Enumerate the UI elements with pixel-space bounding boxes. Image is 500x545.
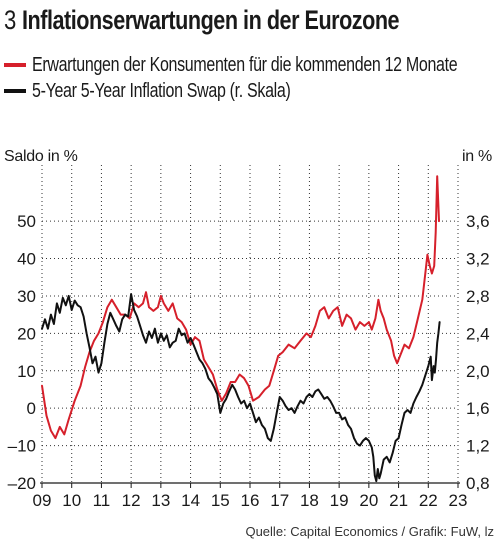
series-line-inflation-swap (41, 293, 441, 483)
y-left-tick-label: 50 (17, 212, 36, 231)
x-tick-label: 11 (93, 491, 111, 510)
y-right-tick-label: 2,8 (466, 287, 490, 306)
y-right-tick-label: 2,0 (466, 362, 490, 381)
chart-header: 3 Inflationserwartungen in der Eurozone (4, 5, 493, 39)
legend-swatch-red (4, 63, 26, 67)
legend: Erwartungen der Konsumenten für die komm… (4, 52, 500, 104)
y-left-tick-label: 10 (17, 362, 36, 381)
x-tick-label: 23 (449, 491, 468, 510)
x-tick-label: 12 (122, 491, 141, 510)
x-tick-label: 13 (151, 491, 170, 510)
legend-label: Erwartungen der Konsumenten für die komm… (32, 53, 458, 76)
legend-item-inflation-swap: 5-Year 5-Year Inflation Swap (r. Skala) (4, 78, 500, 104)
y-left-tick-label: –10 (8, 437, 36, 456)
x-tick-label: 22 (419, 491, 438, 510)
x-tick-label: 20 (359, 491, 378, 510)
y-right-tick-label: 0,8 (466, 474, 490, 493)
x-tick-label: 14 (181, 491, 200, 510)
series-line-consumer-expectations (41, 175, 440, 440)
y-left-tick-label: 20 (17, 324, 36, 343)
legend-label: 5-Year 5-Year Inflation Swap (r. Skala) (32, 79, 291, 102)
y-left-tick-label: 0 (27, 399, 36, 418)
left-axis-label: Saldo in % (4, 148, 78, 165)
x-tick-label: 19 (330, 491, 349, 510)
figure-number: 3 (4, 5, 16, 35)
y-right-tick-label: 3,6 (466, 212, 490, 231)
x-tick-label: 15 (211, 491, 230, 510)
y-left-tick-label: 40 (17, 250, 36, 269)
chart-title: Inflationserwartungen in der Eurozone (22, 5, 400, 35)
y-left-tick-label: 30 (17, 287, 36, 306)
x-tick-label: 17 (270, 491, 289, 510)
y-right-tick-label: 1,2 (466, 437, 490, 456)
x-tick-label: 21 (389, 491, 408, 510)
source-note: Quelle: Capital Economics / Grafik: FuW,… (245, 524, 494, 539)
y-left-tick-label: –20 (8, 474, 36, 493)
legend-swatch-black (4, 89, 26, 93)
x-tick-label: 10 (62, 491, 81, 510)
legend-item-consumer-expectations: Erwartungen der Konsumenten für die komm… (4, 52, 500, 78)
x-tick-label: 18 (300, 491, 319, 510)
x-tick-label: 16 (241, 491, 260, 510)
right-axis-label: in % (462, 148, 492, 165)
y-right-tick-label: 2,4 (466, 324, 490, 343)
y-right-tick-label: 3,2 (466, 250, 490, 269)
y-right-tick-label: 1,6 (466, 399, 490, 418)
x-tick-label: 09 (33, 491, 52, 510)
